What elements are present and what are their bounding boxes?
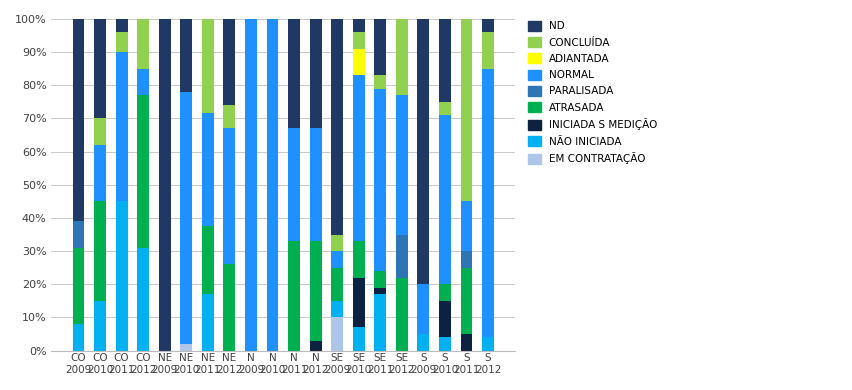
Bar — [331, 251, 343, 268]
Bar — [94, 301, 106, 351]
Bar — [396, 278, 408, 351]
Bar — [353, 278, 365, 328]
Bar — [181, 344, 193, 351]
Bar — [331, 234, 343, 251]
Bar — [158, 19, 170, 351]
Bar — [245, 19, 256, 351]
Bar — [439, 19, 451, 102]
Bar — [439, 337, 451, 351]
Bar — [396, 95, 408, 234]
Bar — [116, 19, 128, 32]
Bar — [374, 19, 386, 75]
Bar — [417, 19, 429, 284]
Bar — [374, 89, 386, 271]
Bar — [482, 32, 494, 69]
Bar — [482, 337, 494, 351]
Bar — [374, 75, 386, 89]
Bar — [353, 241, 365, 278]
Bar — [202, 226, 214, 294]
Bar — [353, 328, 365, 351]
Bar — [374, 294, 386, 351]
Bar — [439, 115, 451, 284]
Bar — [331, 301, 343, 317]
Legend: ND, CONCLUÍDA, ADIANTADA, NORMAL, PARALISADA, ATRASADA, INICIADA S MEDIÇÃO, NÃO : ND, CONCLUÍDA, ADIANTADA, NORMAL, PARALI… — [525, 18, 660, 167]
Bar — [331, 19, 343, 234]
Bar — [288, 19, 300, 128]
Bar — [353, 75, 365, 241]
Bar — [137, 69, 149, 95]
Bar — [353, 19, 365, 32]
Bar — [137, 19, 149, 69]
Bar — [94, 201, 106, 301]
Bar — [181, 92, 193, 344]
Bar — [331, 268, 343, 301]
Bar — [72, 324, 84, 351]
Bar — [461, 201, 473, 251]
Bar — [461, 268, 473, 334]
Bar — [353, 32, 365, 49]
Bar — [439, 284, 451, 301]
Bar — [461, 19, 473, 201]
Bar — [353, 49, 365, 75]
Bar — [137, 95, 149, 248]
Bar — [309, 19, 321, 128]
Bar — [202, 19, 214, 113]
Bar — [267, 19, 279, 351]
Bar — [223, 264, 235, 351]
Bar — [417, 334, 429, 351]
Bar — [482, 19, 494, 32]
Bar — [202, 294, 214, 351]
Bar — [482, 69, 494, 337]
Bar — [461, 334, 473, 351]
Bar — [309, 241, 321, 341]
Bar — [223, 19, 235, 105]
Bar — [223, 105, 235, 128]
Bar — [374, 287, 386, 294]
Bar — [396, 234, 408, 278]
Bar — [309, 128, 321, 241]
Bar — [72, 19, 84, 221]
Bar — [94, 19, 106, 119]
Bar — [116, 52, 128, 201]
Bar — [439, 301, 451, 337]
Bar — [94, 119, 106, 145]
Bar — [94, 145, 106, 201]
Bar — [223, 128, 235, 264]
Bar — [374, 271, 386, 287]
Bar — [288, 128, 300, 241]
Bar — [439, 102, 451, 115]
Bar — [288, 241, 300, 351]
Bar — [116, 32, 128, 52]
Bar — [202, 113, 214, 226]
Bar — [309, 341, 321, 351]
Bar — [116, 201, 128, 351]
Bar — [72, 221, 84, 248]
Bar — [396, 19, 408, 95]
Bar — [417, 284, 429, 334]
Bar — [137, 248, 149, 351]
Bar — [72, 248, 84, 324]
Bar — [461, 251, 473, 268]
Bar — [331, 317, 343, 351]
Bar — [181, 19, 193, 92]
